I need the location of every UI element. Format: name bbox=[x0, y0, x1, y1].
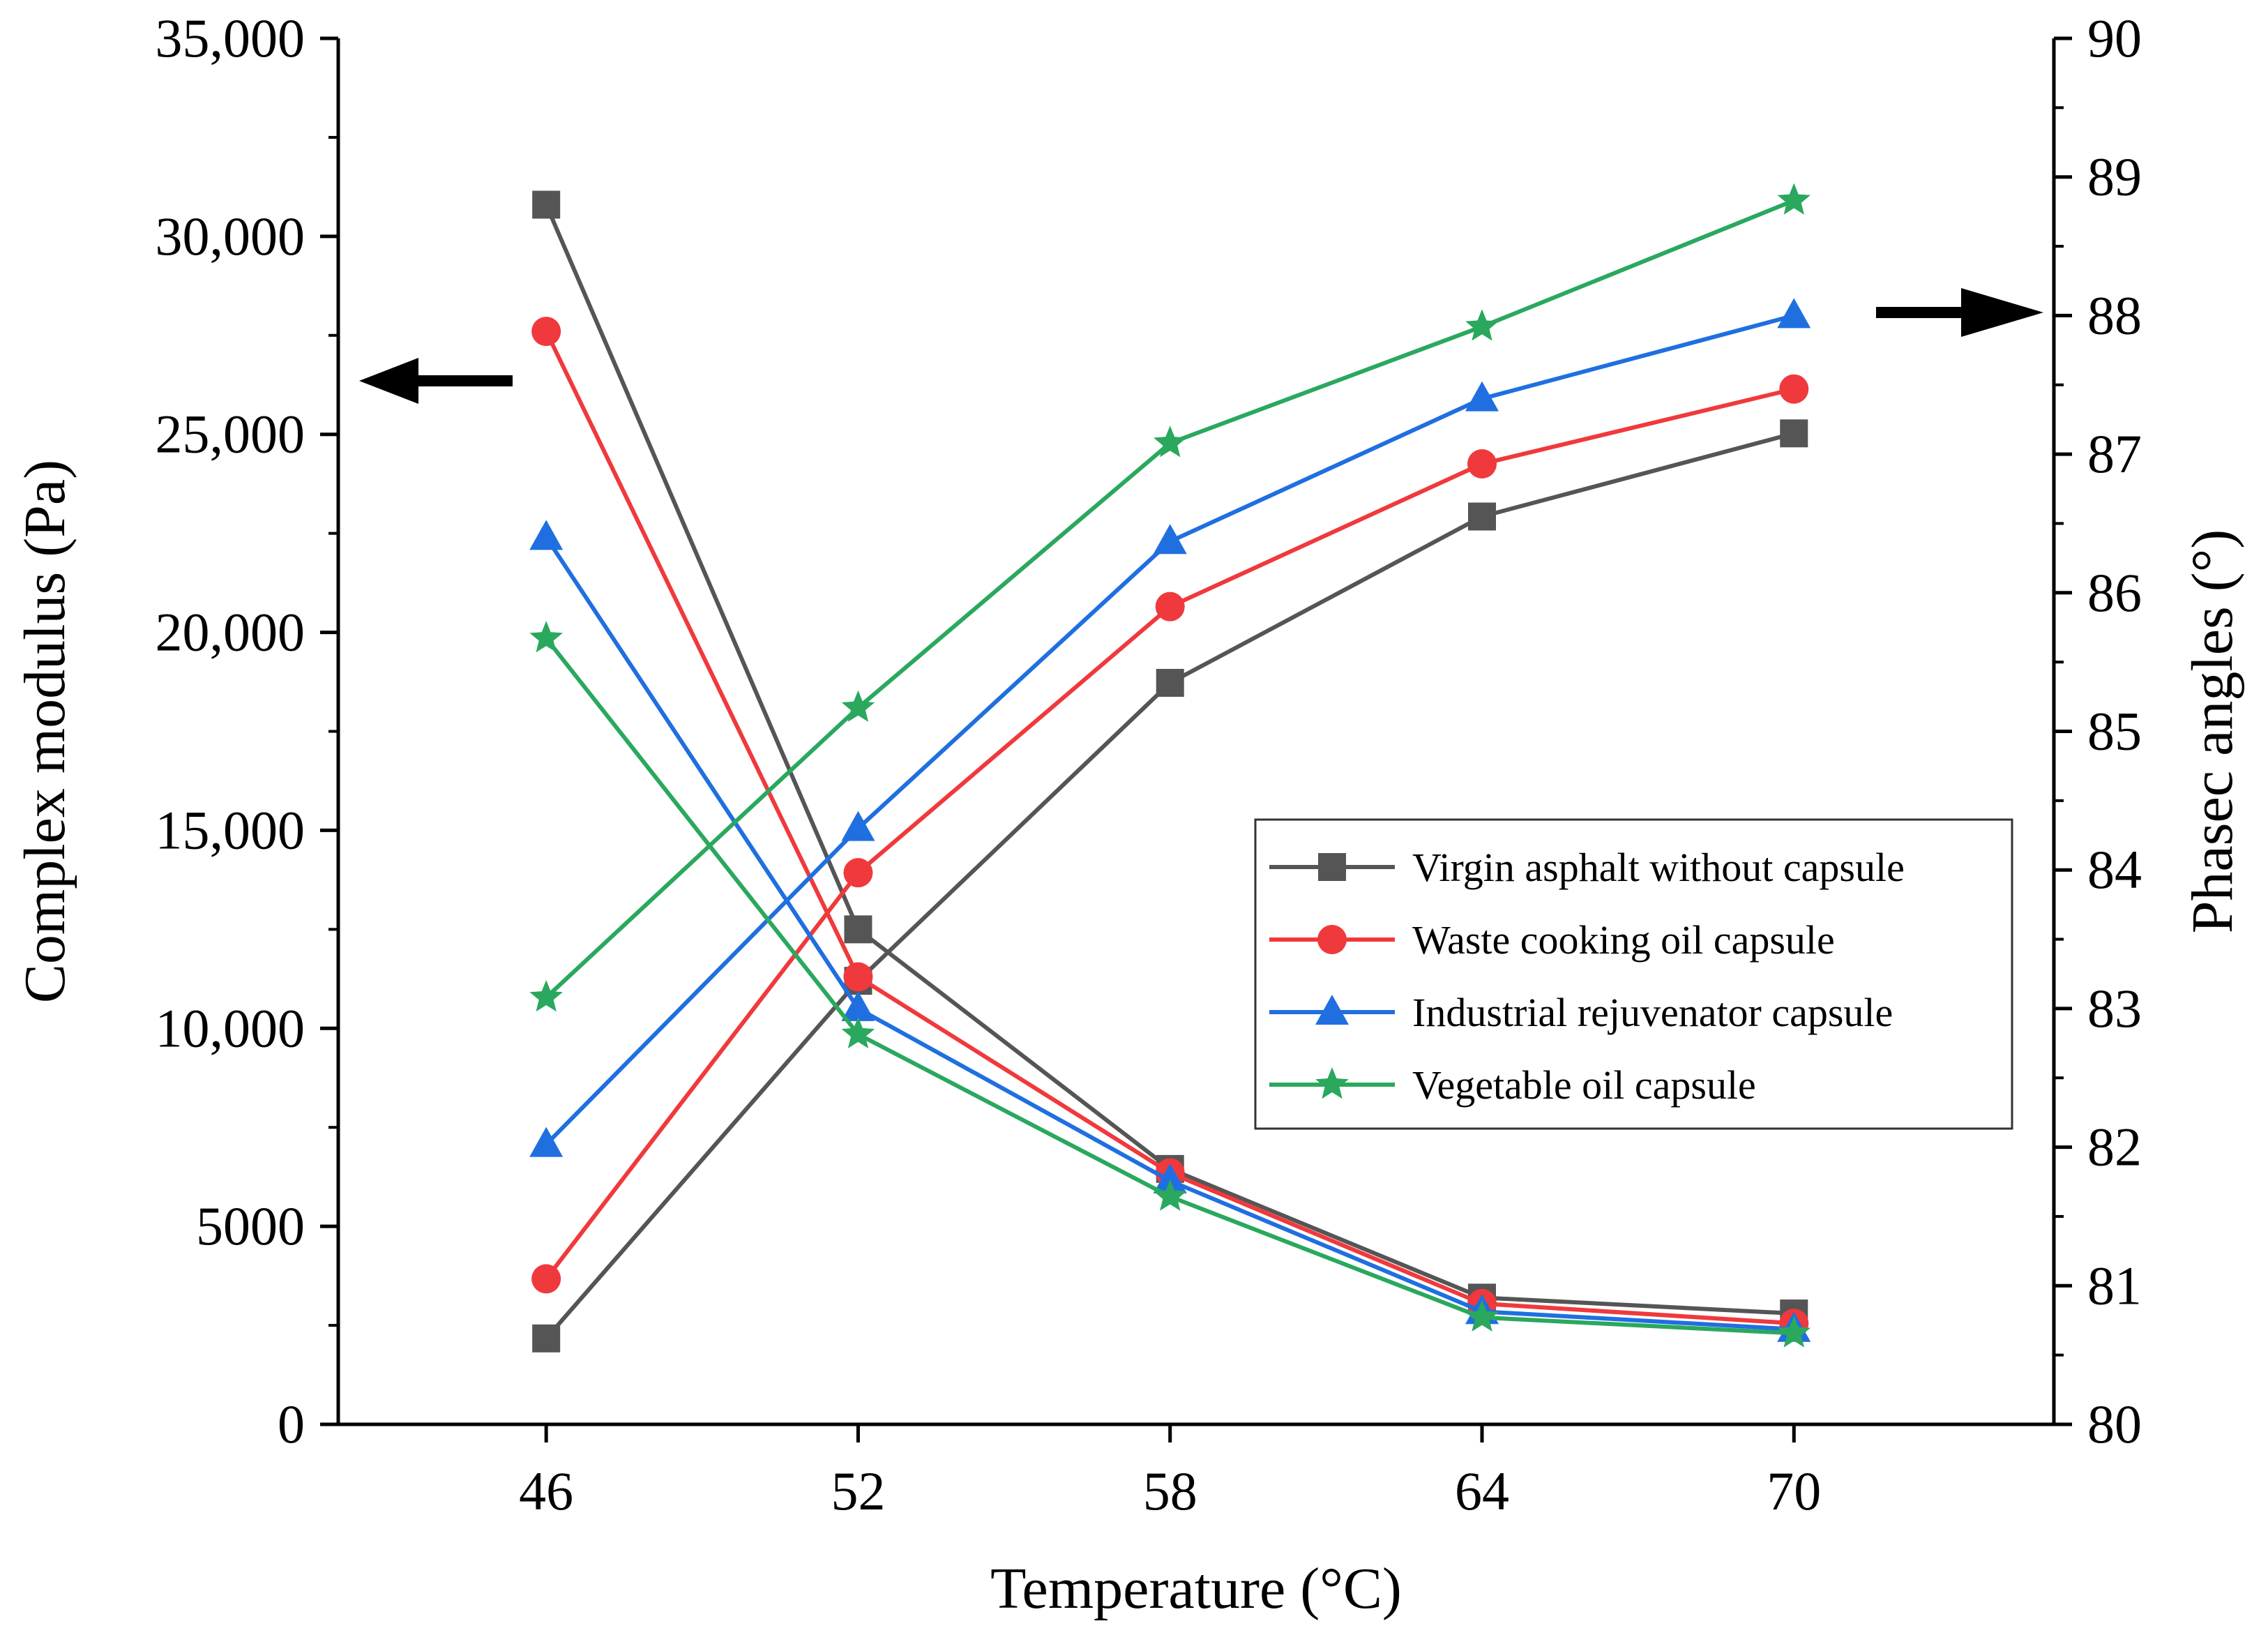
left-tick-label: 25,000 bbox=[156, 404, 305, 465]
right-tick-label: 87 bbox=[2087, 423, 2142, 484]
right-tick-label: 81 bbox=[2087, 1255, 2142, 1316]
right-tick-label: 89 bbox=[2087, 146, 2142, 207]
phase-angle-point bbox=[1465, 309, 1499, 341]
y-axis-title-left: Complex modulus (Pa) bbox=[13, 460, 77, 1003]
legend-box bbox=[1254, 818, 2013, 1130]
complex-modulus-point bbox=[529, 520, 564, 550]
phase-angle-point bbox=[841, 690, 875, 722]
right-tick-label: 82 bbox=[2087, 1117, 2142, 1177]
phase-angle-point bbox=[1779, 374, 1809, 404]
left-tick-label: 5000 bbox=[196, 1196, 305, 1256]
phase-angle-point bbox=[529, 1127, 564, 1157]
complex-modulus-point bbox=[1153, 1163, 1187, 1193]
left-tick-label: 35,000 bbox=[156, 8, 305, 68]
complex-modulus-line bbox=[544, 204, 1794, 1316]
complex-modulus-point bbox=[841, 990, 875, 1021]
complex-modulus-point bbox=[844, 915, 872, 944]
phase-angle-point bbox=[532, 1324, 561, 1353]
left-arrow-head bbox=[359, 358, 418, 404]
left-tick-label: 15,000 bbox=[156, 799, 305, 860]
series-vegetable-oil-capsule bbox=[529, 183, 1810, 1348]
complex-modulus-point bbox=[1154, 1179, 1187, 1211]
legend-entry: Virgin asphalt without capsule bbox=[1269, 845, 1905, 890]
left-tick-label: 0 bbox=[278, 1394, 305, 1454]
right-tick-label: 88 bbox=[2087, 285, 2142, 345]
legend-label: Industrial rejuvenator capsule bbox=[1412, 990, 1893, 1035]
complex-modulus-point bbox=[1777, 1316, 1810, 1348]
x-tick-label: 46 bbox=[519, 1461, 573, 1521]
phase-angle-point bbox=[1153, 524, 1187, 555]
phase-angle-point bbox=[841, 811, 875, 841]
phase-angle-point bbox=[1465, 381, 1499, 412]
right-tick-label: 90 bbox=[2087, 8, 2142, 68]
phase-angle-point bbox=[1155, 592, 1185, 621]
phase-angle-point bbox=[843, 858, 873, 888]
complex-modulus-point bbox=[843, 962, 873, 992]
right-tick-label: 86 bbox=[2087, 562, 2142, 623]
x-axis-title: Temperature (°C) bbox=[990, 1556, 1402, 1621]
legend-marker bbox=[1318, 853, 1346, 881]
x-tick-label: 70 bbox=[1767, 1461, 1821, 1521]
series-layer bbox=[529, 183, 1811, 1353]
phase-angle-point bbox=[1156, 668, 1184, 697]
complex-modulus-point bbox=[532, 190, 561, 219]
y-axis-title-right: Phasec angles (°) bbox=[2180, 529, 2245, 933]
legend-label: Waste cooking oil capsule bbox=[1412, 917, 1835, 963]
tick-layer: 46 52 58 64 70 0 5000 10,000 15,000 20,000 25,000 3… bbox=[156, 8, 2142, 1521]
x-tick-label: 52 bbox=[831, 1461, 885, 1521]
legend-marker bbox=[1315, 995, 1349, 1025]
phase-angle-point bbox=[531, 1264, 561, 1294]
phase-angle-point bbox=[1154, 425, 1187, 458]
right-tick-label: 84 bbox=[2087, 839, 2142, 900]
legend-label: Vegetable oil capsule bbox=[1412, 1062, 1756, 1108]
right-axis-arrow bbox=[1876, 288, 2043, 337]
phase-angle-point bbox=[1780, 419, 1808, 448]
right-tick-label: 85 bbox=[2087, 701, 2142, 762]
x-tick-label: 58 bbox=[1143, 1461, 1197, 1521]
complex-modulus-point bbox=[531, 317, 561, 347]
left-axis-arrow bbox=[359, 358, 513, 404]
x-tick-label: 64 bbox=[1455, 1461, 1509, 1521]
left-tick-label: 20,000 bbox=[156, 602, 305, 663]
complex-modulus-point bbox=[841, 1016, 875, 1048]
legend-entry: Vegetable oil capsule bbox=[1269, 1062, 1756, 1108]
phase-angle-point bbox=[1467, 449, 1497, 479]
complex-modulus-point bbox=[1465, 1299, 1499, 1332]
left-tick-label: 30,000 bbox=[156, 206, 305, 266]
right-arrow-head bbox=[1961, 288, 2043, 337]
phase-angle-point bbox=[1468, 502, 1496, 531]
phase-angle-point bbox=[1777, 298, 1811, 329]
annotation-layer bbox=[359, 288, 2043, 404]
left-tick-label: 10,000 bbox=[156, 997, 305, 1058]
legend-entry: Waste cooking oil capsule bbox=[1269, 917, 1835, 963]
legend-marker bbox=[1315, 1067, 1349, 1099]
legend-entry: Industrial rejuvenator capsule bbox=[1269, 990, 1893, 1035]
right-tick-label: 80 bbox=[2087, 1394, 2142, 1454]
phase-angle-point bbox=[529, 980, 563, 1012]
right-tick-label: 83 bbox=[2087, 978, 2142, 1039]
phase-angle-point bbox=[1777, 183, 1810, 215]
legend: Virgin asphalt without capsule Waste cook… bbox=[1254, 818, 2013, 1130]
legend-label: Virgin asphalt without capsule bbox=[1412, 845, 1905, 890]
legend-marker bbox=[1317, 925, 1347, 954]
complex-modulus-point bbox=[529, 621, 563, 653]
